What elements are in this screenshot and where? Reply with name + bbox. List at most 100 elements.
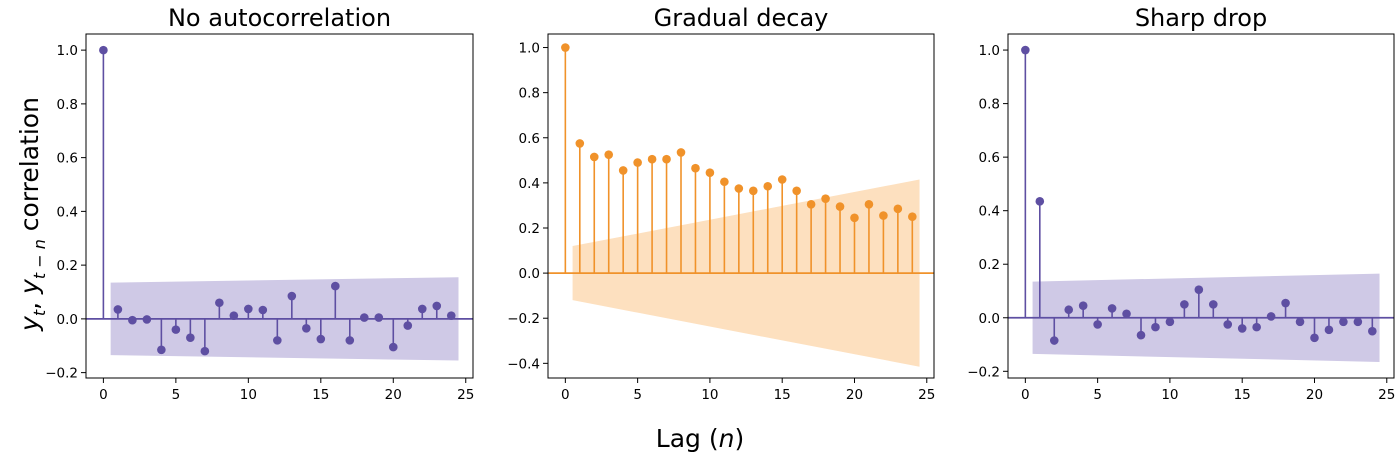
y-tick-label: 0.8 bbox=[519, 86, 540, 102]
marker-lag-4 bbox=[618, 166, 628, 175]
marker-lag-5 bbox=[1093, 320, 1102, 329]
x-tick-label: 25 bbox=[1378, 387, 1395, 403]
marker-lag-8 bbox=[676, 148, 686, 157]
marker-lag-15 bbox=[316, 334, 326, 344]
marker-lag-21 bbox=[403, 321, 413, 330]
marker-lag-0 bbox=[99, 45, 108, 55]
marker-lag-11 bbox=[1180, 300, 1189, 309]
plot-frame bbox=[1007, 33, 1395, 379]
marker-lag-7 bbox=[1122, 309, 1131, 319]
y-tick-label: −0.2 bbox=[967, 364, 1000, 380]
marker-lag-5 bbox=[171, 325, 181, 334]
marker-lag-19 bbox=[374, 313, 384, 322]
marker-lag-13 bbox=[1208, 300, 1218, 309]
marker-lag-16 bbox=[792, 186, 801, 196]
y-tick-label: 0.8 bbox=[57, 97, 78, 113]
marker-lag-13 bbox=[287, 291, 297, 301]
y-tick-label: 0.2 bbox=[519, 221, 540, 237]
x-tick-label: 10 bbox=[240, 387, 257, 403]
marker-lag-2 bbox=[128, 315, 137, 325]
x-tick-label: 0 bbox=[561, 387, 570, 403]
marker-lag-3 bbox=[1064, 305, 1074, 315]
marker-lag-16 bbox=[331, 281, 340, 291]
chart-panel-3: 0 5 10 15 20 25 −0.2 0.0 0.2 0.4 0.6 0.8 1.0 Sharp dr… bbox=[967, 4, 1395, 403]
x-tick-label: 15 bbox=[1234, 387, 1251, 403]
y-tick-label: 1.0 bbox=[57, 43, 78, 59]
marker-lag-1 bbox=[1035, 197, 1045, 206]
y-tick-label: 0.6 bbox=[57, 151, 78, 167]
x-tick-label: 5 bbox=[172, 387, 181, 403]
marker-lag-15 bbox=[1237, 324, 1247, 333]
marker-lag-18 bbox=[1281, 298, 1290, 308]
marker-lag-18 bbox=[821, 194, 830, 203]
marker-lag-2 bbox=[589, 152, 599, 162]
chart-panel-1: 0 5 10 15 20 25 −0.2 0.0 0.2 0.4 0.6 0.8 1.0 No autoc… bbox=[45, 4, 474, 403]
x-tick-label: 0 bbox=[99, 387, 108, 403]
y-axis-label: yt, yt − n correlation bbox=[15, 97, 49, 332]
marker-lag-8 bbox=[1136, 330, 1146, 340]
y-tick-label: 0.2 bbox=[57, 258, 78, 274]
marker-lag-12 bbox=[273, 336, 282, 345]
marker-lag-21 bbox=[864, 200, 874, 209]
x-tick-label: 25 bbox=[918, 387, 935, 403]
y-tick-label: 0.0 bbox=[57, 312, 78, 328]
marker-lag-10 bbox=[1165, 317, 1175, 327]
y-tick-label: −0.4 bbox=[507, 356, 540, 372]
marker-lag-1 bbox=[575, 139, 585, 148]
marker-lag-6 bbox=[1107, 304, 1117, 313]
marker-lag-6 bbox=[647, 154, 657, 164]
marker-lag-12 bbox=[1194, 285, 1204, 294]
x-tick-label: 0 bbox=[1021, 387, 1030, 403]
marker-lag-4 bbox=[157, 345, 166, 355]
y-tick-label: 0.4 bbox=[519, 176, 540, 192]
marker-lag-13 bbox=[748, 186, 758, 196]
y-tick-label: 0.6 bbox=[519, 131, 540, 147]
marker-lag-22 bbox=[1339, 317, 1348, 327]
x-tick-label: 10 bbox=[701, 387, 718, 403]
marker-lag-10 bbox=[244, 304, 253, 314]
x-tick-label: 15 bbox=[774, 387, 791, 403]
y-tick-label: 0.4 bbox=[979, 204, 1000, 220]
marker-lag-11 bbox=[258, 305, 268, 315]
marker-lag-6 bbox=[186, 333, 195, 342]
marker-lag-11 bbox=[720, 177, 729, 187]
marker-lag-19 bbox=[1295, 317, 1305, 327]
marker-lag-21 bbox=[1324, 325, 1334, 335]
marker-lag-18 bbox=[359, 313, 369, 322]
marker-lag-9 bbox=[691, 163, 700, 173]
marker-lag-17 bbox=[806, 200, 816, 209]
marker-lag-24 bbox=[446, 311, 456, 320]
marker-lag-24 bbox=[1368, 326, 1377, 336]
marker-lag-7 bbox=[200, 346, 210, 356]
marker-lag-20 bbox=[850, 213, 859, 223]
marker-lag-20 bbox=[388, 342, 398, 352]
marker-lag-16 bbox=[1252, 322, 1261, 332]
x-tick-label: 20 bbox=[1306, 387, 1323, 403]
marker-lag-14 bbox=[302, 323, 311, 333]
marker-lag-14 bbox=[763, 181, 773, 191]
marker-lag-7 bbox=[662, 154, 671, 164]
marker-lag-0 bbox=[1021, 45, 1030, 55]
marker-lag-12 bbox=[734, 184, 744, 193]
plot-frame bbox=[547, 33, 935, 379]
marker-lag-0 bbox=[561, 43, 570, 52]
x-tick-label: 5 bbox=[1093, 387, 1102, 403]
marker-lag-17 bbox=[1266, 312, 1276, 321]
y-tick-label: 0.6 bbox=[979, 150, 1000, 166]
marker-lag-24 bbox=[908, 212, 917, 222]
marker-lag-9 bbox=[1151, 322, 1160, 332]
marker-lag-3 bbox=[142, 315, 152, 324]
marker-lag-5 bbox=[633, 158, 642, 167]
y-tick-label: 0.8 bbox=[979, 97, 1000, 113]
chart-title: Gradual decay bbox=[654, 4, 829, 32]
y-tick-label: 0.0 bbox=[979, 311, 1000, 327]
marker-lag-10 bbox=[705, 168, 715, 178]
marker-lag-23 bbox=[1353, 317, 1363, 327]
marker-lag-17 bbox=[345, 336, 355, 345]
chart-panels: 0 5 10 15 20 25 −0.2 0.0 0.2 0.4 0.6 0.8 1.0 No autoc… bbox=[45, 4, 1395, 403]
plot-frame bbox=[85, 33, 474, 379]
chart-panel-2: 0 5 10 15 20 25 −0.4 −0.2 0.0 0.2 0.4 0.6 0.8 1.0 Grad… bbox=[507, 4, 935, 403]
marker-lag-4 bbox=[1078, 301, 1088, 311]
x-axis-label: Lag (n) bbox=[656, 424, 744, 453]
